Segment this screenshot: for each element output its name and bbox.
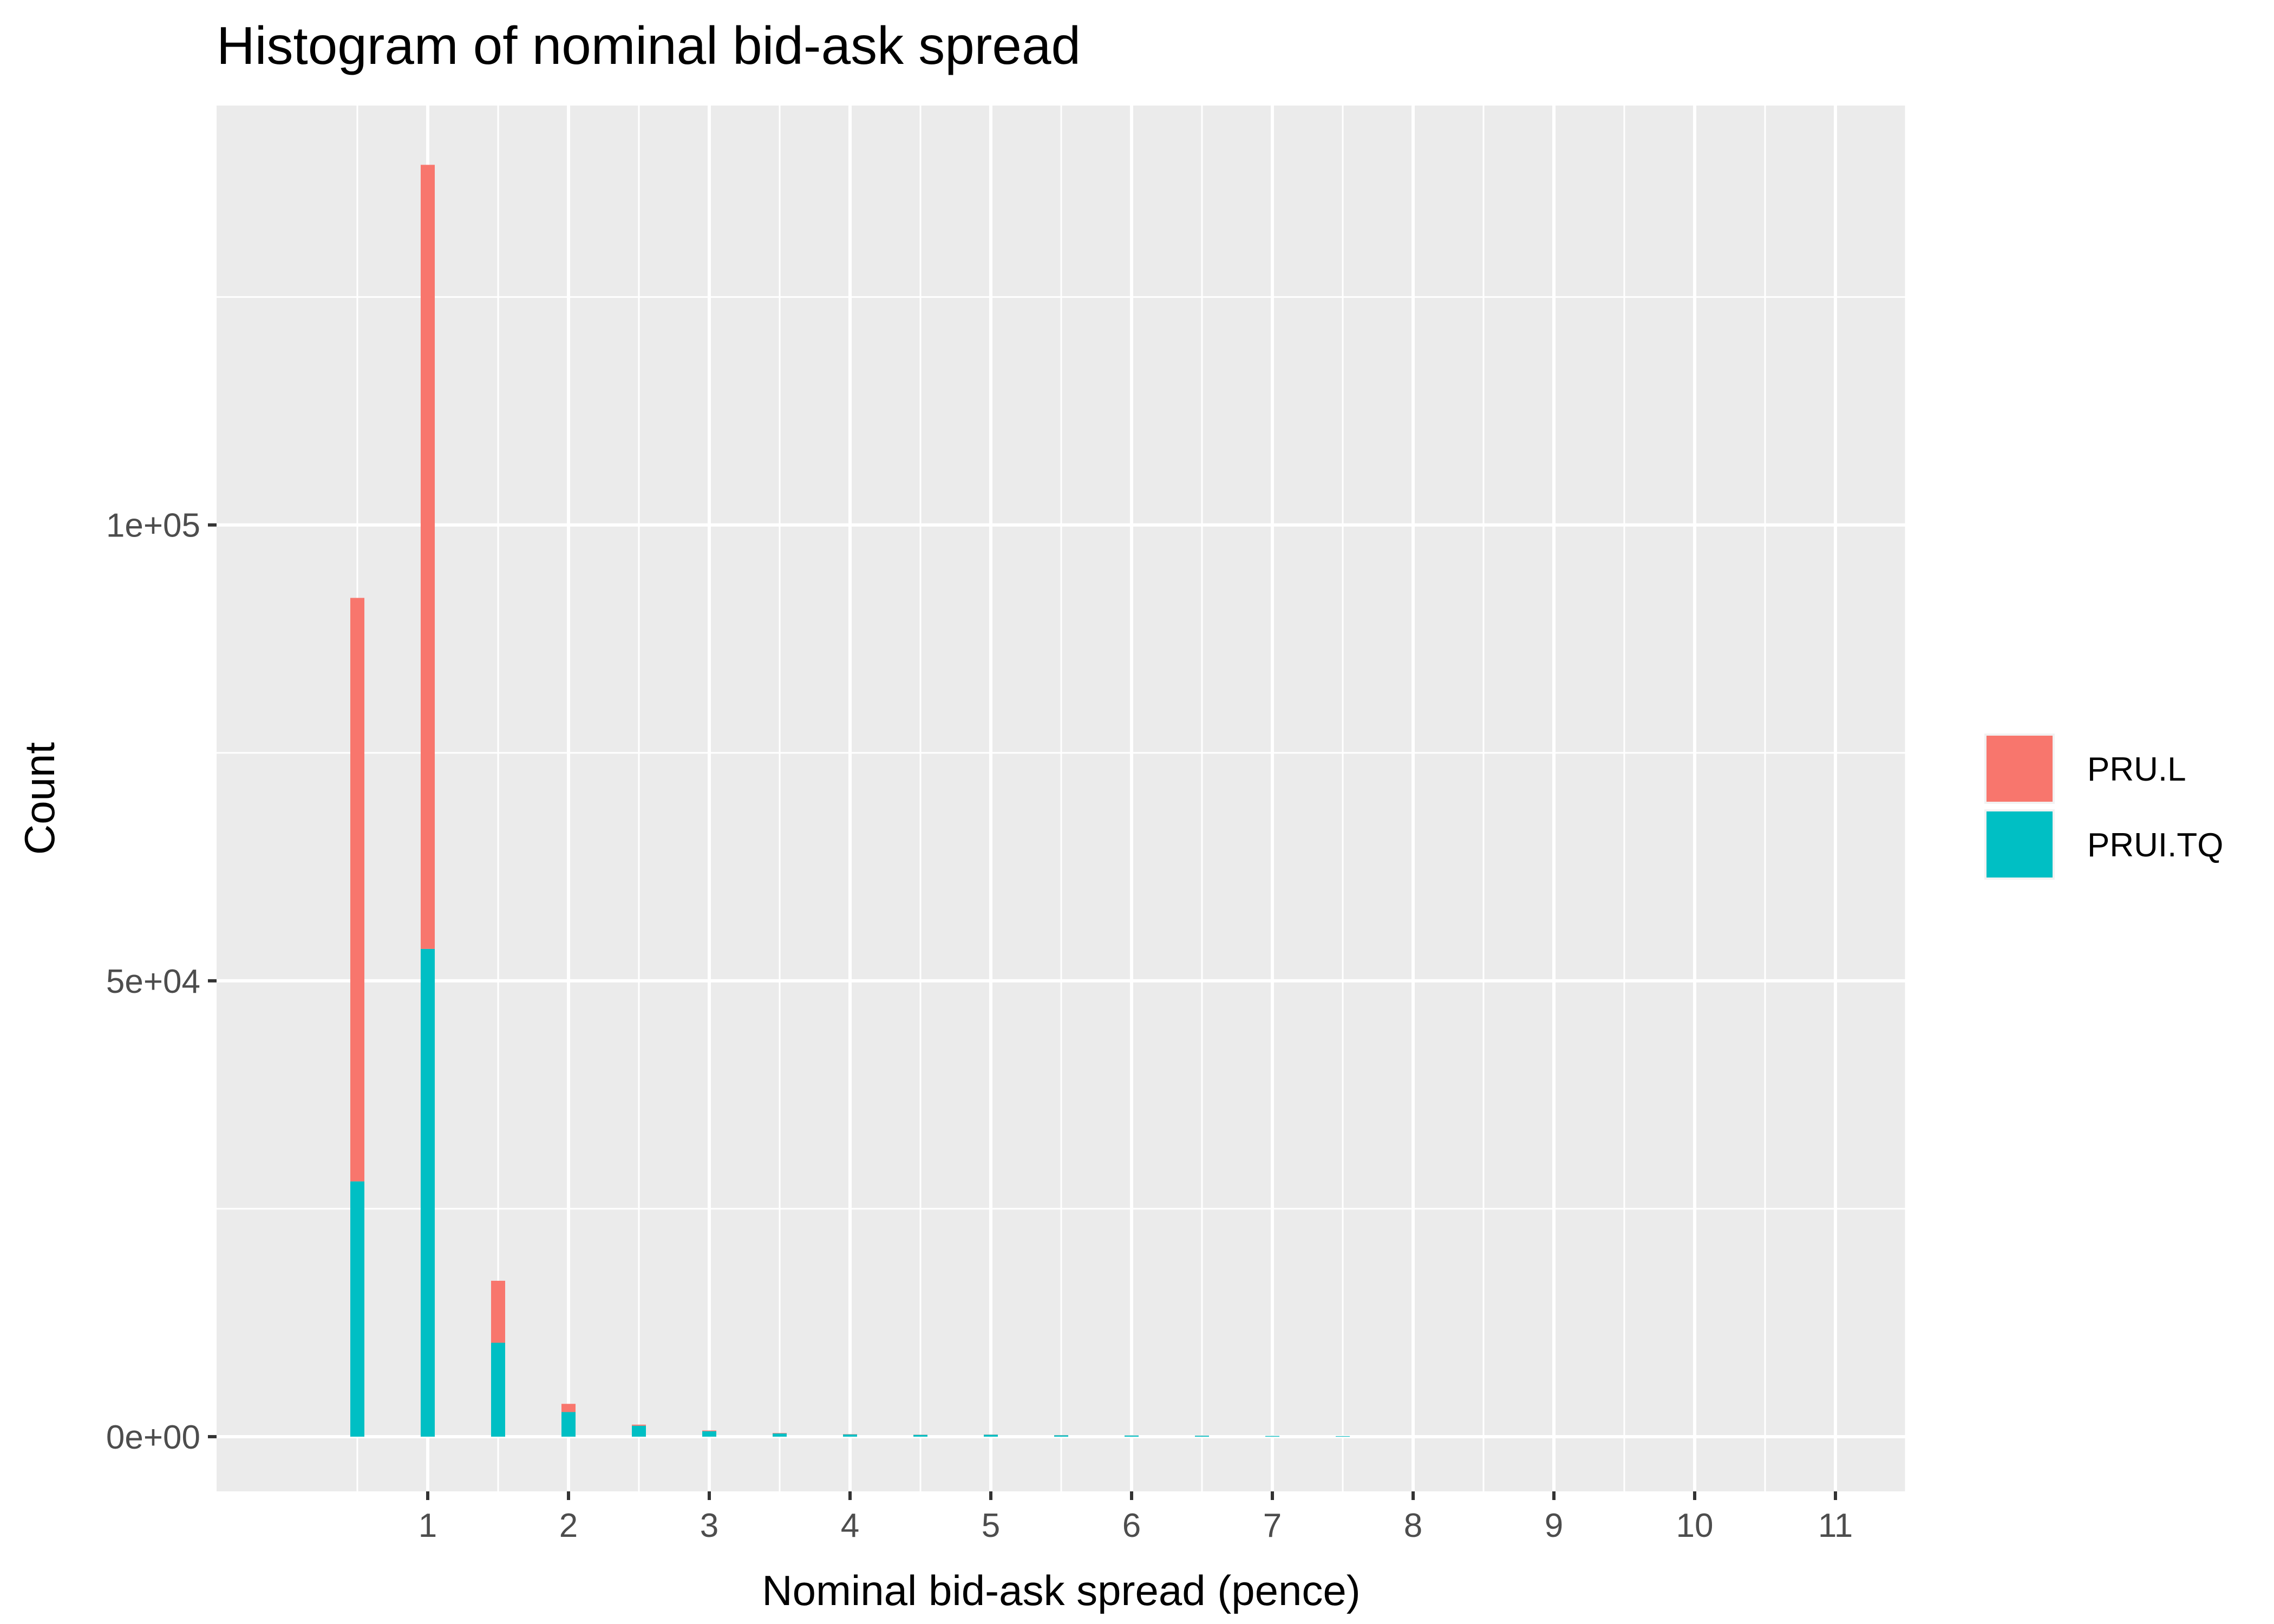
bar-prui-tq-5-5 [1054,1435,1068,1437]
bar-pru-l-3 [702,1430,716,1431]
x-tick-label: 6 [1122,1507,1141,1544]
x-tick-label: 2 [559,1507,578,1544]
bar-pru-l-0-5 [350,598,364,1182]
x-tick-label: 7 [1263,1507,1282,1544]
y-tick-label: 0e+00 [106,1419,200,1456]
chart-title: Histogram of nominal bid-ask spread [217,16,1081,75]
y-tick-label: 1e+05 [106,507,200,545]
bar-prui-tq-2 [561,1412,576,1437]
x-tick-label: 1 [419,1507,437,1544]
bar-pru-l-2 [561,1404,576,1412]
x-tick-label: 8 [1404,1507,1422,1544]
x-axis: 1 2 3 4 5 6 7 8 9 10 11 [419,1491,1853,1544]
legend-swatch [1987,811,2053,878]
x-tick-label: 10 [1676,1507,1714,1544]
x-tick-label: 3 [700,1507,718,1544]
y-axis: 0e+00 5e+04 1e+05 [106,507,217,1456]
y-axis-title: Count [16,742,63,855]
bar-prui-tq-7 [1265,1436,1279,1437]
bar-prui-tq-1 [421,948,435,1437]
bar-prui-tq-6-5 [1195,1436,1209,1437]
legend: PRU.L PRUI.TQ [1984,734,2223,880]
legend-label: PRU.L [2087,751,2186,788]
bar-prui-tq-3 [702,1431,716,1437]
bar-pru-l-4 [843,1434,857,1435]
bar-pru-l-2-5 [632,1424,646,1426]
x-tick-label: 5 [982,1507,1000,1544]
bars-group [350,165,1350,1437]
minor-gridlines [217,106,1907,1491]
bar-prui-tq-7-5 [1336,1436,1350,1437]
bar-prui-tq-4-5 [913,1435,927,1437]
bar-prui-tq-0-5 [350,1181,364,1437]
y-tick-label: 5e+04 [106,963,200,1000]
legend-swatch [1987,736,2053,802]
bar-prui-tq-5 [984,1435,998,1437]
x-axis-title: Nominal bid-ask spread (pence) [762,1567,1361,1614]
bar-prui-tq-1-5 [491,1343,505,1437]
bar-prui-tq-6 [1125,1435,1139,1437]
x-tick-label: 11 [1818,1507,1853,1544]
x-tick-label: 9 [1545,1507,1563,1544]
bar-prui-tq-4 [843,1434,857,1437]
legend-label: PRUI.TQ [2087,827,2223,864]
bar-pru-l-1 [421,165,435,949]
bar-pru-l-1-5 [491,1280,505,1343]
bar-prui-tq-2-5 [632,1425,646,1437]
x-tick-label: 4 [841,1507,859,1544]
bar-prui-tq-3-5 [773,1433,787,1437]
